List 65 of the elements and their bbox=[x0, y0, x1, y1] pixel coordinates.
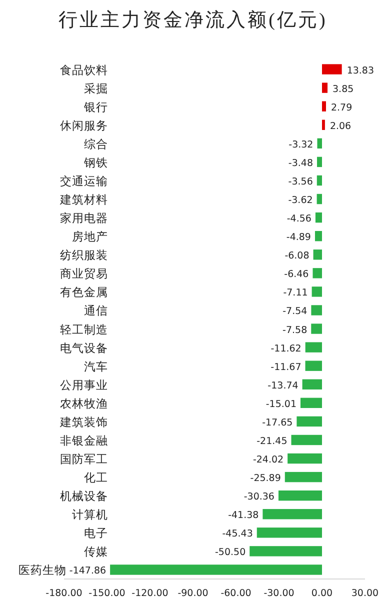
x-tick-label: -90.00 bbox=[178, 588, 208, 599]
chart-title: 行业主力资金净流入额(亿元) bbox=[58, 9, 328, 31]
data-label: -15.01 bbox=[266, 398, 296, 410]
y-tick-label: 非银金融 bbox=[60, 433, 108, 448]
data-label: -25.89 bbox=[250, 473, 281, 484]
y-tick-label: 建筑材料 bbox=[59, 192, 108, 207]
y-tick-label: 计算机 bbox=[72, 508, 108, 522]
y-tick-label: 通信 bbox=[84, 304, 108, 318]
data-label: -24.02 bbox=[252, 454, 284, 466]
y-tick-label: 食品饮料 bbox=[60, 62, 108, 77]
data-label: -147.86 bbox=[69, 566, 106, 577]
y-tick-label: 电子 bbox=[84, 526, 108, 540]
data-label: -11.67 bbox=[270, 362, 302, 373]
data-label: -3.62 bbox=[288, 195, 313, 206]
x-tick-label: -150.00 bbox=[88, 588, 126, 599]
x-tick-label: -180.00 bbox=[46, 588, 82, 599]
x-tick-label: -120.00 bbox=[132, 588, 168, 599]
data-label: -41.38 bbox=[228, 510, 259, 522]
data-label: -45.43 bbox=[222, 528, 253, 540]
data-label: -6.08 bbox=[284, 250, 310, 262]
data-label: -4.56 bbox=[286, 214, 312, 225]
y-tick-label: 综合 bbox=[84, 136, 108, 151]
data-label: -17.65 bbox=[262, 417, 293, 428]
y-tick-label: 纺织服装 bbox=[60, 248, 108, 262]
data-label: 3.85 bbox=[332, 84, 354, 95]
y-tick-label: 交通运输 bbox=[60, 174, 108, 188]
y-tick-label: 钢铁 bbox=[83, 155, 108, 170]
y-tick-label: 家用电器 bbox=[60, 211, 108, 226]
x-tick-label: 30.00 bbox=[351, 588, 379, 599]
data-label: -3.32 bbox=[288, 139, 314, 150]
data-label: -4.89 bbox=[286, 232, 311, 244]
y-tick-label: 休闲服务 bbox=[60, 118, 108, 132]
y-tick-label: 传媒 bbox=[84, 544, 108, 559]
data-label: -11.62 bbox=[270, 343, 302, 354]
y-tick-label: 建筑装饰 bbox=[59, 414, 108, 429]
y-tick-label: 轻工制造 bbox=[60, 322, 108, 336]
data-label: -30.36 bbox=[244, 492, 274, 503]
data-label: -7.11 bbox=[283, 288, 308, 299]
x-tick-label: -60.00 bbox=[220, 588, 252, 599]
y-tick-label: 国防军工 bbox=[60, 452, 108, 466]
data-label: -3.48 bbox=[288, 158, 314, 169]
y-tick-label: 房地产 bbox=[72, 230, 108, 244]
data-label: -50.50 bbox=[214, 547, 246, 558]
data-label: -7.54 bbox=[282, 306, 308, 318]
y-tick-label: 医药生物 bbox=[18, 563, 66, 578]
y-tick-label: 公用事业 bbox=[60, 378, 108, 392]
y-tick-label: 商业贸易 bbox=[60, 266, 108, 281]
y-tick-label: 汽车 bbox=[84, 359, 108, 374]
data-label: 2.79 bbox=[331, 102, 352, 114]
y-tick-label: 采掘 bbox=[84, 81, 108, 96]
x-tick-label: 0.00 bbox=[311, 588, 333, 599]
x-tick-label: -30.00 bbox=[264, 588, 294, 599]
data-label: -3.56 bbox=[288, 176, 313, 188]
data-label: -6.46 bbox=[284, 269, 309, 280]
data-label: 2.06 bbox=[330, 120, 352, 132]
data-label: 13.83 bbox=[346, 65, 374, 76]
data-label: -13.74 bbox=[268, 380, 298, 392]
y-tick-label: 机械设备 bbox=[60, 489, 108, 504]
y-tick-label: 有色金属 bbox=[60, 285, 108, 300]
data-label: -21.45 bbox=[256, 436, 288, 447]
y-tick-label: 银行 bbox=[83, 100, 108, 114]
y-tick-label: 化工 bbox=[84, 470, 108, 485]
y-tick-label: 电气设备 bbox=[60, 340, 108, 355]
data-label: -7.58 bbox=[282, 324, 308, 336]
y-tick-label: 农林牧渔 bbox=[60, 396, 108, 410]
